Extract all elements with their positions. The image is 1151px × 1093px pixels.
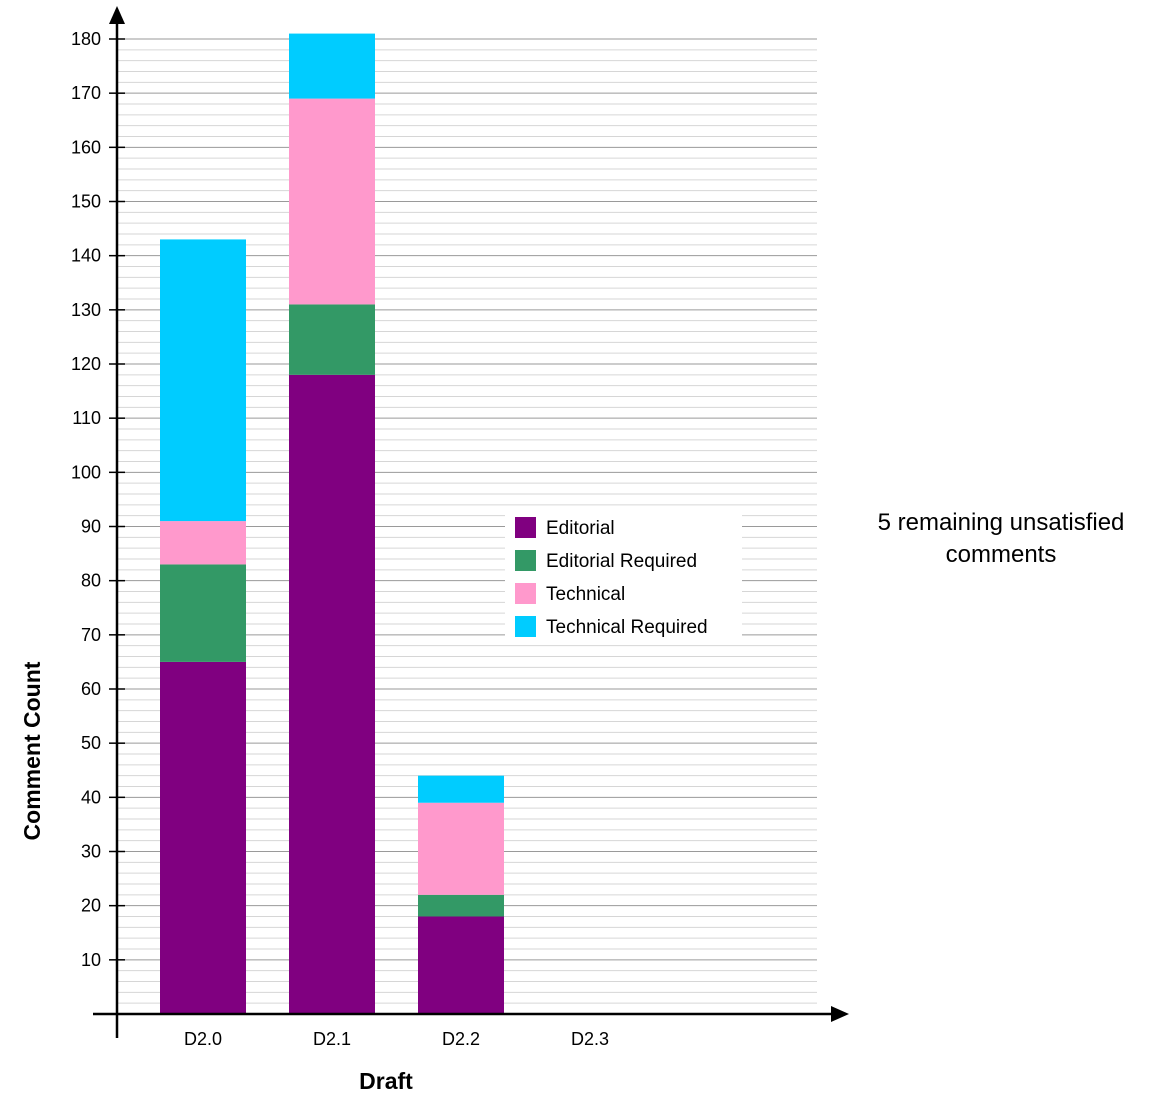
x-tick-labels: D2.0 D2.1 D2.2 D2.3 (184, 1029, 609, 1049)
bar-segment-technical-required-D2.1 (289, 33, 375, 99)
bar-segment-editorial-required-D2.2 (418, 894, 504, 917)
y-tick-label: 160 (71, 137, 101, 157)
bar-segment-technical-required-D2.0 (160, 239, 246, 522)
y-tick-label: 70 (81, 625, 101, 645)
y-tick-label: 130 (71, 300, 101, 320)
legend-swatch (515, 583, 536, 604)
y-tick-label: 50 (81, 733, 101, 753)
legend-swatch (515, 550, 536, 571)
bar-segment-technical-D2.2 (418, 802, 504, 895)
x-tick-label: D2.3 (571, 1029, 609, 1049)
bars (160, 33, 504, 1014)
bar-segment-editorial-D2.1 (289, 374, 375, 1014)
y-tick-label: 170 (71, 83, 101, 103)
y-tick-label: 30 (81, 842, 101, 862)
remaining-comments-note: 5 remaining unsatisfied comments (877, 509, 1125, 568)
legend: Editorial Editorial Required Technical Tech… (505, 512, 742, 645)
legend-label: Editorial (546, 518, 615, 539)
x-axis-arrow (831, 1006, 849, 1022)
bar-segment-editorial-required-D2.1 (289, 304, 375, 375)
y-tick-label: 120 (71, 354, 101, 374)
y-tick-label: 150 (71, 192, 101, 212)
y-axis-arrow (109, 6, 125, 24)
y-tick-label: 140 (71, 246, 101, 266)
x-tick-label: D2.1 (313, 1029, 351, 1049)
y-axis-title: Comment Count (19, 661, 45, 840)
y-tick-label: 110 (72, 408, 101, 428)
legend-label: Editorial Required (546, 551, 697, 572)
bar-segment-editorial-D2.0 (160, 661, 246, 1014)
legend-label: Technical (546, 584, 625, 605)
x-tick-label: D2.0 (184, 1029, 222, 1049)
y-tick-label: 20 (81, 896, 101, 916)
bar-segment-technical-D2.0 (160, 521, 246, 565)
legend-swatch (515, 517, 536, 538)
legend-box (505, 512, 742, 645)
bar-segment-editorial-required-D2.0 (160, 564, 246, 662)
y-tick-labels: 10 20 30 40 50 60 70 80 90 100 110 120 130 140 150 160 1… (71, 29, 125, 970)
y-tick-label: 10 (81, 950, 101, 970)
y-tick-label: 80 (81, 571, 101, 591)
x-axis-title: Draft (359, 1068, 413, 1093)
y-tick-label: 180 (71, 29, 101, 49)
y-tick-label: 100 (71, 462, 101, 482)
y-tick-label: 60 (81, 679, 101, 699)
legend-swatch (515, 616, 536, 637)
axes (93, 6, 849, 1038)
bar-segment-editorial-D2.2 (418, 916, 504, 1014)
x-tick-label: D2.2 (442, 1029, 480, 1049)
y-tick-label: 90 (81, 517, 101, 537)
bar-segment-technical-required-D2.2 (418, 775, 504, 803)
y-tick-label: 40 (81, 787, 101, 807)
legend-label: Technical Required (546, 617, 708, 638)
bar-segment-technical-D2.1 (289, 98, 375, 305)
